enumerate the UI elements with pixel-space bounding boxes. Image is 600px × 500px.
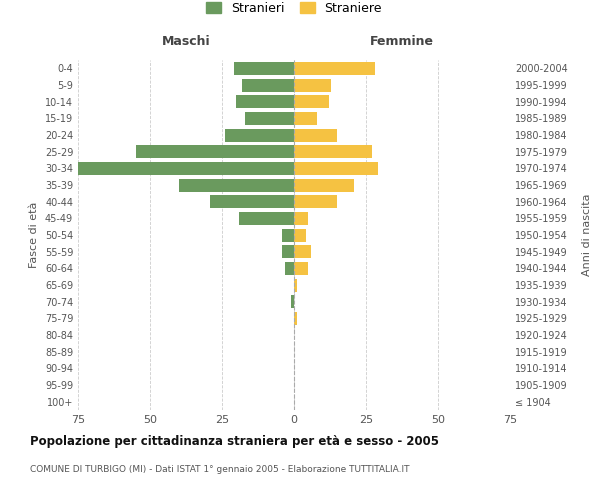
Bar <box>291 295 294 308</box>
Bar <box>294 278 297 291</box>
Bar <box>294 162 377 175</box>
Bar <box>294 178 355 192</box>
Bar <box>239 212 294 225</box>
Bar <box>283 245 294 258</box>
Bar <box>294 195 337 208</box>
Bar <box>294 145 372 158</box>
Bar <box>294 128 337 141</box>
Bar <box>294 78 331 92</box>
Bar <box>294 212 308 225</box>
Bar <box>294 245 311 258</box>
Bar <box>283 228 294 241</box>
Bar <box>245 112 294 125</box>
Y-axis label: Anni di nascita: Anni di nascita <box>581 194 592 276</box>
Bar <box>136 145 294 158</box>
Legend: Stranieri, Straniere: Stranieri, Straniere <box>202 0 386 19</box>
Bar <box>294 228 305 241</box>
Y-axis label: Fasce di età: Fasce di età <box>29 202 39 268</box>
Bar <box>225 128 294 141</box>
Text: Maschi: Maschi <box>161 36 211 49</box>
Bar <box>242 78 294 92</box>
Text: COMUNE DI TURBIGO (MI) - Dati ISTAT 1° gennaio 2005 - Elaborazione TUTTITALIA.IT: COMUNE DI TURBIGO (MI) - Dati ISTAT 1° g… <box>30 465 409 474</box>
Bar <box>78 162 294 175</box>
Bar <box>294 262 308 275</box>
Text: Femmine: Femmine <box>370 36 434 49</box>
Bar <box>179 178 294 192</box>
Bar <box>294 312 297 325</box>
Bar <box>294 95 329 108</box>
Bar <box>286 262 294 275</box>
Bar <box>294 112 317 125</box>
Bar <box>211 195 294 208</box>
Bar <box>294 62 374 75</box>
Bar <box>233 62 294 75</box>
Text: Popolazione per cittadinanza straniera per età e sesso - 2005: Popolazione per cittadinanza straniera p… <box>30 435 439 448</box>
Bar <box>236 95 294 108</box>
